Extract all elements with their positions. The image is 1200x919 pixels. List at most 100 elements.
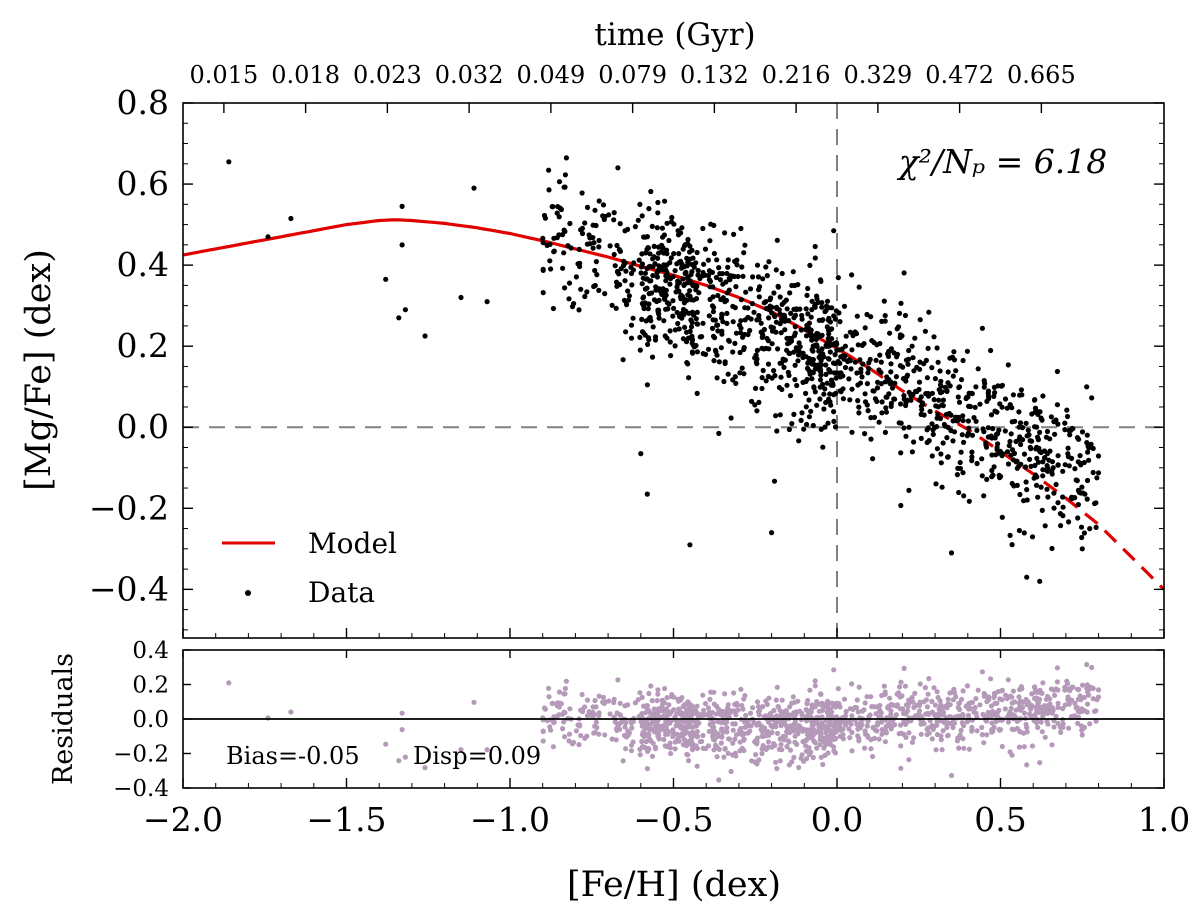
residual-point bbox=[1052, 692, 1058, 699]
data-point bbox=[804, 376, 810, 383]
residual-point bbox=[929, 709, 936, 715]
data-point bbox=[1026, 432, 1032, 438]
residual-point bbox=[584, 697, 591, 703]
data-point bbox=[803, 333, 810, 339]
data-point bbox=[768, 295, 774, 301]
residual-point bbox=[938, 737, 944, 743]
residual-point bbox=[847, 706, 853, 712]
residual-point bbox=[1084, 701, 1091, 707]
residual-point bbox=[1044, 703, 1050, 709]
residual-point bbox=[613, 726, 620, 732]
data-point bbox=[837, 319, 843, 325]
data-point bbox=[798, 327, 804, 333]
data-point bbox=[961, 493, 967, 499]
data-point bbox=[930, 431, 936, 437]
residual-point bbox=[875, 720, 881, 726]
data-point bbox=[849, 272, 855, 278]
data-point bbox=[847, 329, 853, 335]
data-point bbox=[730, 377, 736, 383]
data-point bbox=[590, 222, 596, 228]
top-axis-title: time (Gyr) bbox=[594, 17, 755, 53]
data-point bbox=[756, 294, 762, 300]
data-point bbox=[883, 409, 890, 415]
data-point bbox=[826, 315, 832, 321]
data-point bbox=[687, 249, 693, 255]
data-point bbox=[1013, 459, 1019, 465]
data-point bbox=[973, 384, 979, 390]
residual-point bbox=[934, 731, 941, 738]
data-point bbox=[707, 238, 713, 244]
residual-point bbox=[740, 706, 746, 712]
data-point bbox=[1095, 453, 1102, 459]
data-point bbox=[582, 293, 588, 300]
residual-point bbox=[1066, 686, 1072, 692]
data-point bbox=[898, 420, 904, 426]
residual-point bbox=[1066, 725, 1072, 731]
data-point bbox=[898, 450, 904, 456]
top-axis-ticks: 0.015 0.018 0.023 0.032 0.049 0.079 0.132 0.216… bbox=[190, 61, 1076, 113]
data-point bbox=[1038, 484, 1044, 490]
data-point bbox=[719, 311, 725, 317]
data-point bbox=[817, 377, 824, 383]
data-point bbox=[1034, 408, 1040, 415]
data-point bbox=[623, 329, 629, 335]
data-point bbox=[1058, 523, 1064, 529]
data-point bbox=[540, 267, 546, 273]
data-point bbox=[1013, 438, 1019, 445]
residual-point bbox=[1008, 705, 1014, 712]
data-point bbox=[590, 235, 596, 241]
residual-point bbox=[997, 696, 1003, 702]
residual-point bbox=[648, 721, 654, 727]
residual-point bbox=[654, 698, 660, 704]
residual-point bbox=[1023, 696, 1029, 703]
data-point bbox=[691, 312, 697, 318]
data-point bbox=[901, 270, 907, 276]
data-point bbox=[893, 374, 900, 380]
residual-point bbox=[843, 708, 849, 715]
data-point bbox=[652, 334, 659, 340]
residual-point bbox=[965, 712, 972, 718]
data-point bbox=[590, 245, 596, 251]
residual-point bbox=[816, 708, 822, 714]
x-tick-label: −1.5 bbox=[306, 800, 386, 839]
data-point bbox=[689, 333, 695, 339]
data-point bbox=[714, 322, 720, 328]
data-point bbox=[743, 289, 749, 295]
y-axis-title: [Mg/Fe] (dex) bbox=[19, 249, 59, 491]
residual-point bbox=[1042, 734, 1048, 740]
data-point bbox=[1033, 482, 1040, 488]
residual-point bbox=[868, 746, 874, 752]
data-point bbox=[956, 489, 962, 496]
data-point bbox=[959, 432, 965, 438]
residual-point bbox=[655, 711, 661, 717]
data-point bbox=[782, 327, 788, 333]
data-point bbox=[917, 317, 923, 323]
residual-point bbox=[812, 683, 818, 689]
data-point bbox=[950, 373, 956, 379]
data-point bbox=[834, 347, 840, 353]
residual-point bbox=[977, 702, 983, 708]
data-point bbox=[740, 334, 746, 340]
residual-point bbox=[680, 742, 687, 748]
residual-point bbox=[898, 722, 904, 728]
residual-point bbox=[918, 721, 924, 727]
data-point-outlier bbox=[1037, 578, 1043, 584]
data-point bbox=[645, 245, 652, 251]
data-point bbox=[823, 342, 829, 348]
residual-point bbox=[1072, 700, 1078, 707]
data-point bbox=[958, 449, 964, 455]
residual-point bbox=[873, 711, 879, 717]
data-point bbox=[787, 290, 793, 296]
data-point bbox=[960, 418, 966, 424]
data-point bbox=[566, 280, 573, 286]
data-point bbox=[777, 412, 783, 418]
data-point bbox=[950, 438, 956, 444]
data-point bbox=[801, 426, 807, 432]
data-point bbox=[647, 251, 653, 257]
residual-point bbox=[578, 733, 584, 739]
data-point bbox=[1085, 449, 1091, 455]
data-point bbox=[651, 297, 658, 303]
residual-point bbox=[550, 744, 557, 750]
res-y-tick-label: −0.2 bbox=[113, 742, 169, 768]
